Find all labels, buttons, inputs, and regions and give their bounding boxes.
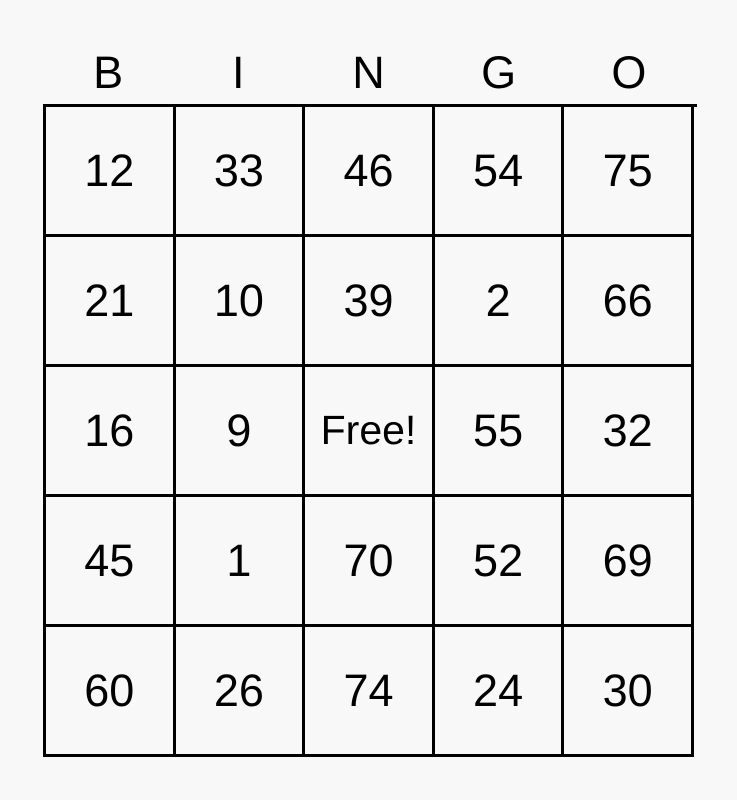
bingo-cell-n1[interactable]: 46 <box>305 107 435 237</box>
bingo-header-g: G <box>481 46 517 98</box>
bingo-cell-o4[interactable]: 69 <box>564 497 694 627</box>
bingo-header-b: B <box>93 46 124 98</box>
bingo-cell-i3[interactable]: 9 <box>175 367 306 497</box>
bingo-cell-n2[interactable]: 39 <box>305 237 435 367</box>
bingo-row: 16 9 Free! 55 32 <box>46 367 697 497</box>
bingo-row: 60 26 74 24 30 <box>46 627 697 757</box>
bingo-cell-o2[interactable]: 66 <box>564 237 694 367</box>
bingo-cell-g5[interactable]: 24 <box>434 627 565 757</box>
bingo-row: 12 33 46 54 75 <box>46 107 697 237</box>
bingo-header-row: B I N G O <box>43 40 697 104</box>
bingo-card: B I N G O 12 33 46 54 75 21 10 39 2 66 1… <box>43 40 697 757</box>
bingo-cell-i1[interactable]: 33 <box>175 107 306 237</box>
bingo-header-i: I <box>232 46 245 98</box>
bingo-cell-o3[interactable]: 32 <box>564 367 694 497</box>
bingo-cell-i2[interactable]: 10 <box>175 237 306 367</box>
bingo-cell-i4[interactable]: 1 <box>175 497 306 627</box>
bingo-cell-free-space[interactable]: Free! <box>305 367 435 497</box>
bingo-cell-b4[interactable]: 45 <box>46 497 176 627</box>
bingo-cell-g1[interactable]: 54 <box>434 107 565 237</box>
bingo-cell-g2[interactable]: 2 <box>434 237 565 367</box>
bingo-cell-i5[interactable]: 26 <box>175 627 306 757</box>
bingo-cell-g4[interactable]: 52 <box>434 497 565 627</box>
bingo-cell-g3[interactable]: 55 <box>434 367 565 497</box>
bingo-row: 21 10 39 2 66 <box>46 237 697 367</box>
bingo-header-n: N <box>352 46 385 98</box>
bingo-cell-n5[interactable]: 74 <box>305 627 435 757</box>
bingo-cell-o1[interactable]: 75 <box>564 107 694 237</box>
bingo-cell-b1[interactable]: 12 <box>46 107 176 237</box>
bingo-cell-b2[interactable]: 21 <box>46 237 176 367</box>
bingo-row: 45 1 70 52 69 <box>46 497 697 627</box>
bingo-cell-o5[interactable]: 30 <box>564 627 694 757</box>
bingo-header-o: O <box>611 46 647 98</box>
bingo-cell-b3[interactable]: 16 <box>46 367 176 497</box>
bingo-cell-b5[interactable]: 60 <box>46 627 176 757</box>
bingo-cell-n4[interactable]: 70 <box>305 497 435 627</box>
bingo-grid: 12 33 46 54 75 21 10 39 2 66 16 9 Free! … <box>43 104 697 757</box>
